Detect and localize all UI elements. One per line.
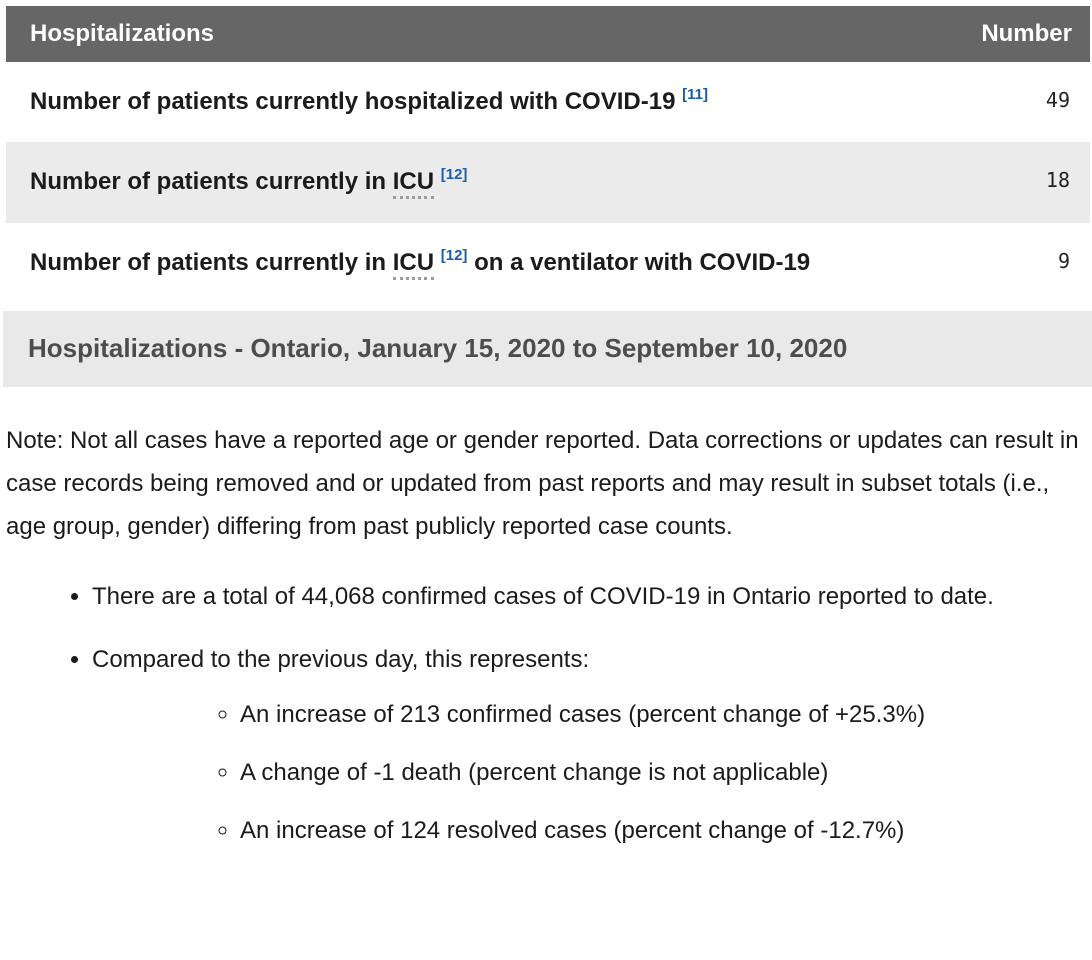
bullet-total-cases: There are a total of 44,068 confirmed ca…: [92, 576, 1092, 618]
row-label-text: on a ventilator with COVID-19: [474, 248, 811, 276]
col-header-number: Number: [957, 6, 1090, 62]
table-row-icu: Number of patients currently in ICU [12]…: [6, 142, 1090, 223]
row-label-text: Number of patients currently in: [30, 168, 387, 196]
bullet-compared-text: Compared to the previous day, this repre…: [92, 645, 590, 673]
row-value-hospitalized: 49: [1045, 88, 1070, 112]
footnote-link-12[interactable]: [12]: [440, 246, 468, 264]
row-label-text: Number of patients currently hospitalize…: [30, 88, 676, 115]
row-label-icu-ventilator: Number of patients currently in ICU [12]…: [6, 223, 957, 303]
row-label-icu: Number of patients currently in ICU [12]: [6, 142, 957, 222]
sub-bullet-list: An increase of 213 confirmed cases (perc…: [92, 694, 1092, 852]
table-row-hospitalized: Number of patients currently hospitalize…: [6, 62, 1090, 142]
hospitalizations-table: Hospitalizations Number Number of patien…: [6, 6, 1090, 303]
col-header-hospitalizations: Hospitalizations: [6, 6, 958, 62]
row-value-icu: 18: [1045, 168, 1070, 193]
table-row-icu-ventilator: Number of patients currently in ICU [12]…: [6, 223, 1090, 303]
sub-bullet-deaths: A change of -1 death (percent change is …: [240, 752, 1092, 793]
summary-bullet-list: There are a total of 44,068 confirmed ca…: [0, 576, 1092, 852]
table-header-row: Hospitalizations Number: [6, 6, 1090, 62]
row-label-hospitalized: Number of patients currently hospitalize…: [6, 62, 957, 142]
note-paragraph: Note: Not all cases have a reported age …: [6, 426, 1079, 540]
footnote-link-12[interactable]: [12]: [440, 166, 468, 184]
section-header: Hospitalizations - Ontario, January 15, …: [3, 311, 1092, 387]
sub-bullet-confirmed: An increase of 213 confirmed cases (perc…: [240, 694, 1092, 735]
bullet-compared: Compared to the previous day, this repre…: [92, 639, 1092, 852]
footnote-link-11[interactable]: [11]: [682, 86, 708, 103]
sub-bullet-resolved: An increase of 124 resolved cases (perce…: [240, 810, 1092, 851]
icu-abbr[interactable]: ICU: [392, 248, 435, 280]
row-value-icu-ventilator: 9: [1057, 248, 1070, 273]
icu-abbr[interactable]: ICU: [392, 168, 435, 200]
row-label-text: Number of patients currently in: [30, 248, 387, 276]
